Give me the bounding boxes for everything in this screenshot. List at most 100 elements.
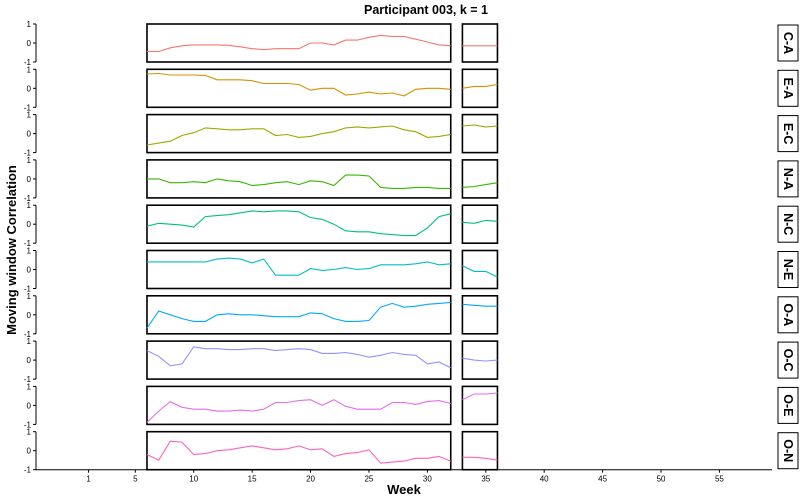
data-window-box xyxy=(461,204,499,244)
y-tick-label: -1 xyxy=(24,58,32,67)
x-tick-label: 25 xyxy=(364,475,373,484)
data-window-box xyxy=(461,159,499,199)
facet-strip xyxy=(777,160,799,198)
series-line-e-c xyxy=(462,124,498,128)
series-line-e-c xyxy=(146,125,451,146)
series-line-n-e xyxy=(462,265,498,278)
y-tick-label: -1 xyxy=(24,330,32,339)
y-tick-label: 0 xyxy=(27,220,32,229)
facet-label: O-N xyxy=(781,439,795,462)
y-tick-label: 1 xyxy=(27,382,32,391)
y-tick-label: 1 xyxy=(27,111,32,120)
facet-label: E-C xyxy=(781,123,795,145)
panel-e-c: -1 0 1 E-C xyxy=(24,111,799,158)
series-line-e-a xyxy=(462,83,498,89)
data-window-box xyxy=(461,23,499,63)
facet-strip xyxy=(777,205,799,243)
data-window-box xyxy=(461,294,499,335)
y-tick-label: -1 xyxy=(24,375,32,384)
facet-strip xyxy=(777,296,799,334)
data-window-box xyxy=(146,385,452,426)
panel-n-a: -1 0 1 N-A xyxy=(24,156,799,203)
facet-label: O-E xyxy=(781,394,795,416)
panel-n-e: -1 0 1 N-E xyxy=(24,247,799,294)
x-tick-label: 35 xyxy=(481,475,490,484)
facet-label: O-C xyxy=(781,349,795,372)
facet-label: N-E xyxy=(781,259,795,281)
facet-strip xyxy=(777,432,799,470)
data-window-box xyxy=(146,23,452,63)
data-window-box xyxy=(146,294,452,335)
facet-strip xyxy=(777,251,799,288)
data-window-box xyxy=(146,68,452,109)
series-line-o-n xyxy=(462,456,498,461)
facet-label: C-A xyxy=(781,32,795,54)
data-window-box xyxy=(146,113,452,154)
facet-label: N-A xyxy=(781,168,795,190)
y-tick-label: -1 xyxy=(24,420,32,429)
chart-title: Participant 003, k = 1 xyxy=(364,3,488,17)
y-tick-label: 1 xyxy=(27,156,32,165)
x-tick-label: 55 xyxy=(715,475,724,484)
facet-strip xyxy=(777,341,799,379)
series-line-o-e xyxy=(146,399,451,423)
facet-label: N-C xyxy=(781,213,795,235)
series-line-n-c xyxy=(462,219,498,224)
panel-e-a: -1 0 1 E-A xyxy=(24,65,799,112)
facet-label: E-A xyxy=(781,78,795,100)
y-tick-label: 0 xyxy=(27,447,32,456)
y-tick-label: -1 xyxy=(24,285,32,294)
y-tick-label: 0 xyxy=(27,130,32,139)
panels-group: -1 0 1 C-A -1 0 1 E-A -1 0 1 E-C -1 0 1 N-A -1 0 1 N-C -1 0 1 N… xyxy=(24,20,799,475)
series-line-n-a xyxy=(147,174,451,189)
data-window-box xyxy=(146,340,452,380)
y-tick-label: 0 xyxy=(27,401,32,410)
facet-strip xyxy=(777,386,799,424)
y-tick-label: 0 xyxy=(27,311,32,320)
data-window-box xyxy=(461,113,499,154)
series-line-n-a xyxy=(462,182,498,188)
data-window-box xyxy=(146,159,452,199)
series-line-o-c xyxy=(462,357,498,362)
y-tick-label: -1 xyxy=(24,103,32,112)
x-tick-label: 10 xyxy=(189,475,198,484)
y-tick-label: 0 xyxy=(27,175,32,184)
y-tick-label: 1 xyxy=(27,428,32,437)
y-tick-label: -1 xyxy=(24,194,32,203)
series-line-o-n xyxy=(146,440,451,464)
series-line-n-c xyxy=(146,210,451,237)
y-tick-label: 0 xyxy=(27,356,32,365)
y-tick-label: 0 xyxy=(27,39,32,48)
x-tick-label: 40 xyxy=(540,475,549,484)
y-tick-label: 1 xyxy=(27,20,32,29)
y-tick-label: 1 xyxy=(27,201,32,210)
series-line-o-a xyxy=(462,303,498,307)
panel-o-a: -1 0 1 O-A xyxy=(24,292,799,339)
facet-label: O-A xyxy=(781,303,795,326)
facet-strip xyxy=(777,69,799,107)
panel-o-n: -1 0 1 O-N xyxy=(24,428,799,475)
x-axis-label: Week xyxy=(387,482,421,497)
data-window-box xyxy=(461,249,499,290)
data-window-box xyxy=(146,204,452,244)
data-window-box xyxy=(146,430,452,471)
y-tick-label: -1 xyxy=(24,239,32,248)
series-line-o-c xyxy=(146,346,451,369)
panel-c-a: -1 0 1 C-A xyxy=(24,20,799,67)
panel-n-c: -1 0 1 N-C xyxy=(24,201,799,248)
data-window-box xyxy=(461,68,499,109)
y-tick-label: 1 xyxy=(27,65,32,74)
x-tick-label: 20 xyxy=(306,475,315,484)
y-axis-label: Moving window Correlation xyxy=(4,165,19,335)
x-axis: 1 5 10 15 20 25 30 35 40 45 50 55 xyxy=(36,469,772,484)
series-line-n-e xyxy=(147,257,451,276)
y-tick-label: 1 xyxy=(27,247,32,256)
series-line-e-a xyxy=(146,72,451,97)
facet-strip xyxy=(777,24,799,62)
panel-o-e: -1 0 1 O-E xyxy=(24,382,799,429)
series-line-o-e xyxy=(462,392,498,401)
y-tick-label: 0 xyxy=(27,84,32,93)
x-tick-label: 5 xyxy=(133,475,138,484)
x-tick-label: 1 xyxy=(86,475,91,484)
